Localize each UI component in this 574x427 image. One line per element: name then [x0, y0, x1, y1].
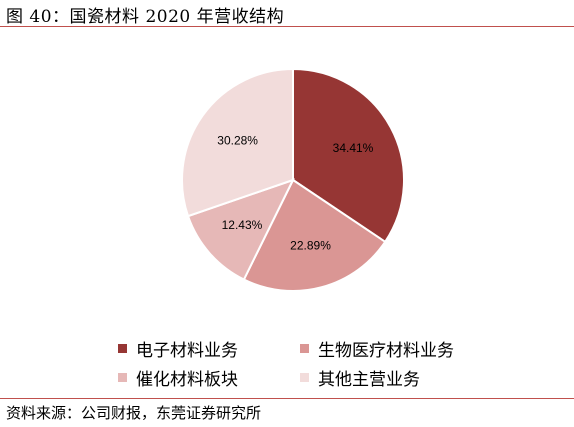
figure-title: 图 40：国瓷材料 2020 年营收结构 [6, 7, 285, 27]
pie-slice-electronic-materials [292, 67, 405, 244]
source-divider [0, 398, 574, 399]
pie-slice-catalyst-materials [186, 178, 295, 281]
pie-slice-biomedical-materials [242, 178, 387, 292]
source-note: 资料来源：公司财报，东莞证券研究所 [6, 404, 262, 422]
slice-label-biomedical-materials: 22.89% [290, 239, 331, 253]
slice-label-electronic-materials: 34.41% [333, 141, 374, 155]
title-divider [0, 26, 574, 27]
slice-label-other-business: 30.28% [217, 134, 258, 148]
slice-label-catalyst-materials: 12.43% [222, 218, 263, 232]
pie-slice-other-business [181, 67, 294, 218]
